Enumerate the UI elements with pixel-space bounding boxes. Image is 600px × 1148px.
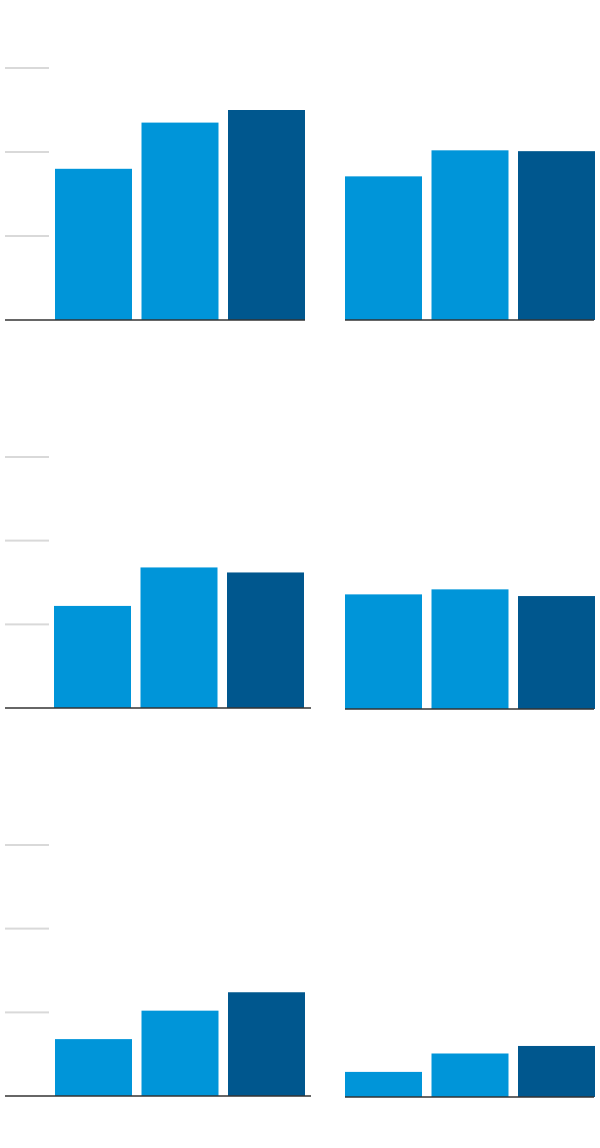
bar xyxy=(141,1010,219,1096)
bar xyxy=(431,1053,509,1097)
bar xyxy=(228,110,305,320)
bar xyxy=(228,992,305,1096)
bar xyxy=(140,567,218,708)
bar xyxy=(54,605,131,708)
bar xyxy=(518,1045,595,1097)
bar xyxy=(518,151,595,320)
bar xyxy=(227,572,304,708)
bar xyxy=(345,594,422,709)
bar xyxy=(431,589,509,709)
bar xyxy=(345,176,422,320)
bar xyxy=(345,1071,422,1097)
bar xyxy=(141,122,219,320)
bar xyxy=(55,1039,132,1096)
bar xyxy=(55,168,132,320)
bar xyxy=(431,150,509,320)
bar xyxy=(518,596,595,709)
